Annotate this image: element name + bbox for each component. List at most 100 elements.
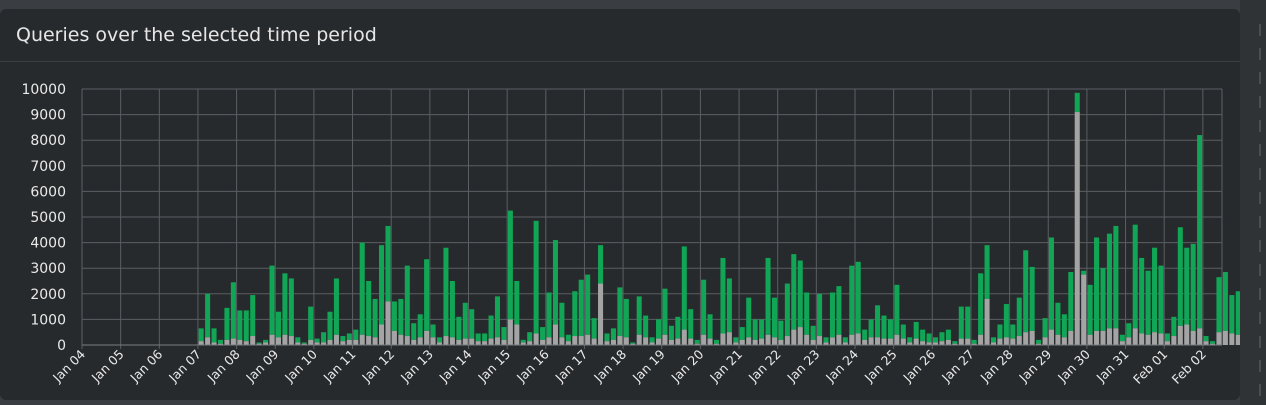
bar-permitted — [836, 286, 842, 335]
bar-blocked — [701, 334, 707, 345]
bar-permitted — [649, 337, 655, 343]
bar-blocked — [275, 337, 281, 345]
x-tick-label: Jan 05 — [88, 347, 127, 386]
bar-permitted — [1158, 265, 1164, 334]
bar-permitted — [920, 329, 926, 342]
bar-blocked — [739, 339, 745, 345]
bar-blocked — [430, 337, 436, 345]
bar-blocked — [1184, 324, 1190, 345]
x-tick-label: Feb 02 — [1169, 347, 1209, 387]
bar-permitted — [1016, 297, 1022, 337]
bar-blocked — [656, 338, 662, 345]
bar-permitted — [237, 310, 243, 340]
bar-permitted — [488, 315, 494, 339]
bar-permitted — [205, 293, 211, 338]
bar-permitted — [346, 333, 352, 340]
bar-blocked — [900, 338, 906, 345]
bar-permitted — [1164, 333, 1170, 342]
bar-blocked — [1048, 329, 1054, 345]
bar-permitted — [881, 315, 887, 339]
queries-bar-chart[interactable]: 0 1000 2000 3000 4000 5000 6000 7000 8000 9000 100… — [0, 71, 1240, 400]
bar-permitted — [643, 315, 649, 338]
bar-blocked — [598, 283, 604, 345]
bar-permitted — [713, 339, 720, 344]
bar-blocked — [804, 334, 810, 345]
bar-permitted — [926, 333, 932, 343]
bar-blocked — [346, 339, 352, 345]
bar-permitted — [662, 288, 668, 335]
x-tick-label: Jan 25 — [861, 347, 900, 386]
bar-permitted — [675, 316, 681, 339]
bar-blocked — [527, 341, 533, 345]
bar-blocked — [1132, 328, 1138, 345]
bar-permitted — [1055, 302, 1061, 335]
bar-blocked — [1068, 330, 1074, 345]
x-tick-label: Jan 21 — [706, 347, 745, 386]
bar-blocked — [546, 337, 552, 345]
bar-permitted — [1087, 284, 1093, 335]
x-tick-label: Jan 24 — [822, 346, 861, 385]
scrollbar-mark — [1259, 216, 1261, 228]
x-tick-label: Jan 26 — [899, 346, 938, 385]
bar-permitted — [804, 292, 810, 335]
bar-permitted — [617, 287, 623, 337]
x-tick-label: Jan 16 — [513, 346, 552, 385]
bar-permitted — [1152, 247, 1158, 333]
bar-blocked — [237, 339, 243, 345]
bar-permitted — [939, 332, 945, 342]
bar-blocked — [855, 333, 861, 345]
x-tick-label: Jan 18 — [590, 346, 629, 385]
bar-blocked — [1061, 337, 1067, 345]
bar-permitted — [366, 281, 372, 337]
bar-permitted — [900, 324, 906, 339]
x-tick-label: Jan 23 — [783, 347, 822, 386]
bar-blocked — [552, 324, 558, 345]
bar-blocked — [565, 341, 571, 345]
bar-permitted — [868, 319, 874, 338]
bar-blocked — [952, 343, 958, 345]
bar-blocked — [713, 343, 720, 345]
x-tick-label: Jan 30 — [1054, 346, 1093, 385]
bar-blocked — [778, 339, 784, 345]
bar-blocked — [1023, 332, 1029, 345]
bar-blocked — [920, 341, 926, 345]
y-tick-label: 6000 — [30, 184, 66, 200]
bar-blocked — [578, 336, 584, 345]
bar-blocked — [1177, 325, 1183, 345]
bar-permitted — [701, 279, 707, 335]
bar-blocked — [1164, 341, 1170, 345]
bar-permitted — [275, 311, 281, 338]
bar-blocked — [875, 337, 881, 345]
bar-blocked — [591, 338, 597, 345]
bar-permitted — [829, 292, 835, 338]
scrollbar-mark — [1259, 360, 1261, 372]
x-tick-label: Jan 19 — [629, 346, 668, 385]
bar-permitted — [198, 328, 204, 342]
bar-permitted — [1003, 304, 1009, 338]
bar-permitted — [656, 319, 662, 339]
bar-blocked — [585, 334, 591, 345]
bar-permitted — [990, 337, 997, 343]
bar-blocked — [359, 334, 365, 345]
bar-blocked — [771, 337, 777, 345]
bar-permitted — [1209, 341, 1216, 344]
bar-permitted — [733, 337, 739, 343]
bar-permitted — [565, 334, 571, 342]
x-tick-label: Jan 07 — [165, 347, 204, 386]
y-tick-label: 0 — [57, 338, 66, 354]
bar-permitted — [520, 339, 526, 343]
bar-blocked — [784, 336, 790, 345]
x-tick-label: Jan 27 — [938, 347, 977, 386]
bar-permitted — [1048, 237, 1054, 330]
bar-permitted — [610, 328, 616, 340]
bar-blocked — [984, 298, 990, 345]
bar-blocked — [417, 337, 423, 345]
bar-blocked — [759, 338, 765, 345]
bar-blocked — [958, 338, 964, 345]
x-tick-label: Jan 10 — [281, 346, 320, 385]
bar-blocked — [1016, 336, 1022, 345]
bar-permitted — [295, 337, 301, 343]
bar-blocked — [810, 339, 816, 345]
bar-permitted — [359, 242, 365, 335]
bar-permitted — [578, 279, 584, 337]
